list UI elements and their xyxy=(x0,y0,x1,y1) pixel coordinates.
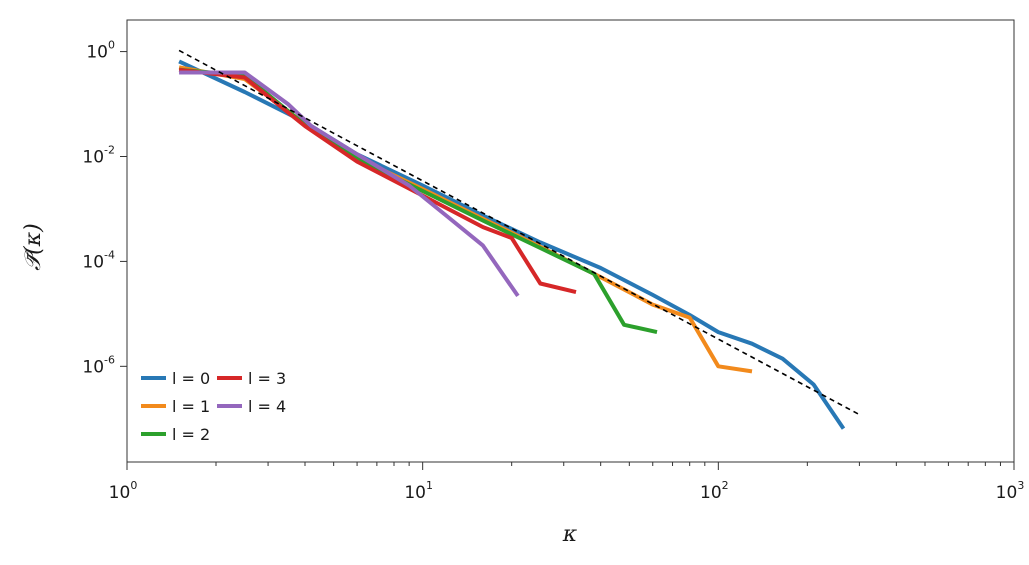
series-line-l4 xyxy=(179,70,520,298)
legend-label-l2: l = 2 xyxy=(172,425,210,444)
y-tick-label: 10-4 xyxy=(82,248,115,272)
x-tick-label: 101 xyxy=(404,479,433,503)
y-tick-label: 10-6 xyxy=(82,353,115,377)
legend-label-l4: l = 4 xyxy=(248,397,286,416)
legend-label-l0: l = 0 xyxy=(172,369,210,388)
legend-label-l1: l = 1 xyxy=(172,397,210,416)
x-tick-label: 103 xyxy=(996,479,1025,503)
y-tick-label: 10-2 xyxy=(82,143,115,167)
x-tick-label: 100 xyxy=(109,479,138,503)
legend-label-l3: l = 3 xyxy=(248,369,286,388)
y-tick-label: 100 xyxy=(86,39,115,63)
reference-line xyxy=(178,49,860,416)
y-axis-label: 𝒫̄(κ) xyxy=(21,223,46,270)
legend: l = 0 l = 1 l = 2 l = 3 l = 4 xyxy=(141,369,286,444)
x-tick-label: 102 xyxy=(700,479,729,503)
axis-ticks: 100 101 102 103 100 10-2 10-4 10-6 xyxy=(82,39,1024,503)
x-axis-label: κ xyxy=(562,522,578,547)
series-layer xyxy=(178,49,860,430)
